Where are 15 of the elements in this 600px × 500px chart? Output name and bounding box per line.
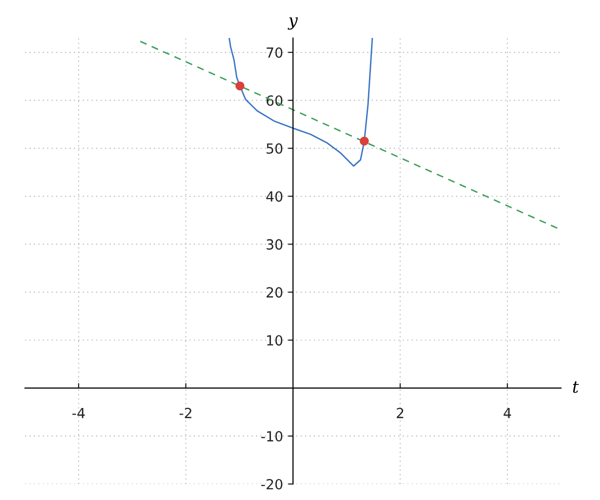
x-tick-label: 2 [396,408,404,418]
line-series [228,38,374,167]
y-tick-label: 40 [266,191,282,202]
x-axis-title: t [573,381,579,393]
y-tick-label: 50 [266,143,282,154]
y-tick-label: 10 [267,335,282,346]
y-tick-label: -10 [261,431,282,442]
x-tick-label: -2 [180,408,192,418]
x-tick-label: 4 [504,408,512,418]
y-axis-title: y [288,17,298,30]
y-tick-label: 70 [266,47,282,58]
y-tick-label: 20 [266,287,282,298]
y-tick-label: 30 [266,239,282,250]
x-tick-label: -4 [72,408,85,418]
y-tick-label: -20 [261,478,282,490]
